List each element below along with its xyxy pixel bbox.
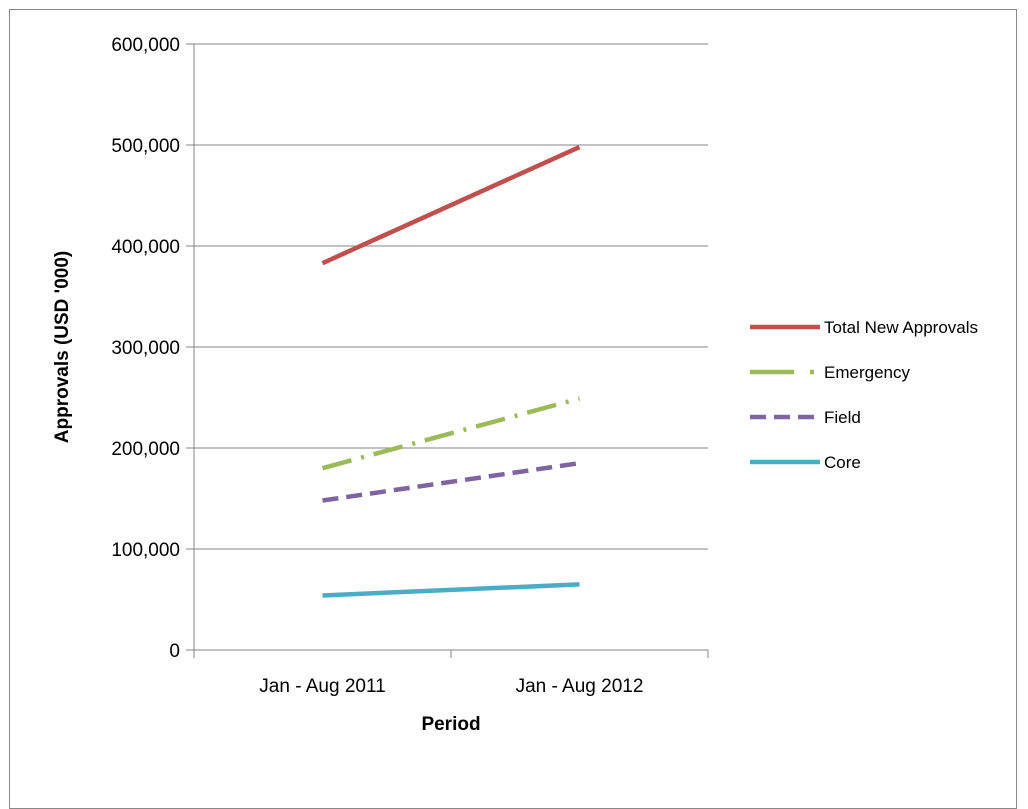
line-chart: 0 100,000 200,000 300,000 400,000 500,000 600,… <box>52 35 978 735</box>
x-tick-label: Jan - Aug 2012 <box>516 676 644 697</box>
legend-label: Core <box>824 453 861 472</box>
y-tick-label: 0 <box>169 641 180 662</box>
legend: Total New Approvals Emergency Field Core <box>750 318 978 472</box>
y-tick-label: 600,000 <box>111 35 180 56</box>
y-tick-label: 400,000 <box>111 237 180 258</box>
x-axis-ticks: Jan - Aug 2011 Jan - Aug 2012 <box>193 650 709 697</box>
series-line-field <box>322 460 580 503</box>
y-tick-label: 200,000 <box>111 439 180 460</box>
series-line-core <box>322 582 580 598</box>
series-line-total-new-approvals <box>321 144 581 266</box>
gridlines <box>194 43 708 550</box>
legend-label: Emergency <box>824 363 910 382</box>
series-line-emergency <box>321 396 581 471</box>
y-axis-ticks: 0 100,000 200,000 300,000 400,000 500,000 600,… <box>111 35 194 662</box>
x-axis-title: Period <box>421 714 480 735</box>
legend-label: Total New Approvals <box>824 318 978 337</box>
y-tick-label: 100,000 <box>111 540 180 561</box>
y-axis-title: Approvals (USD '000) <box>52 251 73 443</box>
x-tick-label: Jan - Aug 2011 <box>259 676 385 697</box>
legend-label: Field <box>824 408 861 427</box>
series-lines <box>321 144 581 598</box>
y-tick-label: 500,000 <box>111 136 180 157</box>
y-tick-label: 300,000 <box>111 338 180 359</box>
